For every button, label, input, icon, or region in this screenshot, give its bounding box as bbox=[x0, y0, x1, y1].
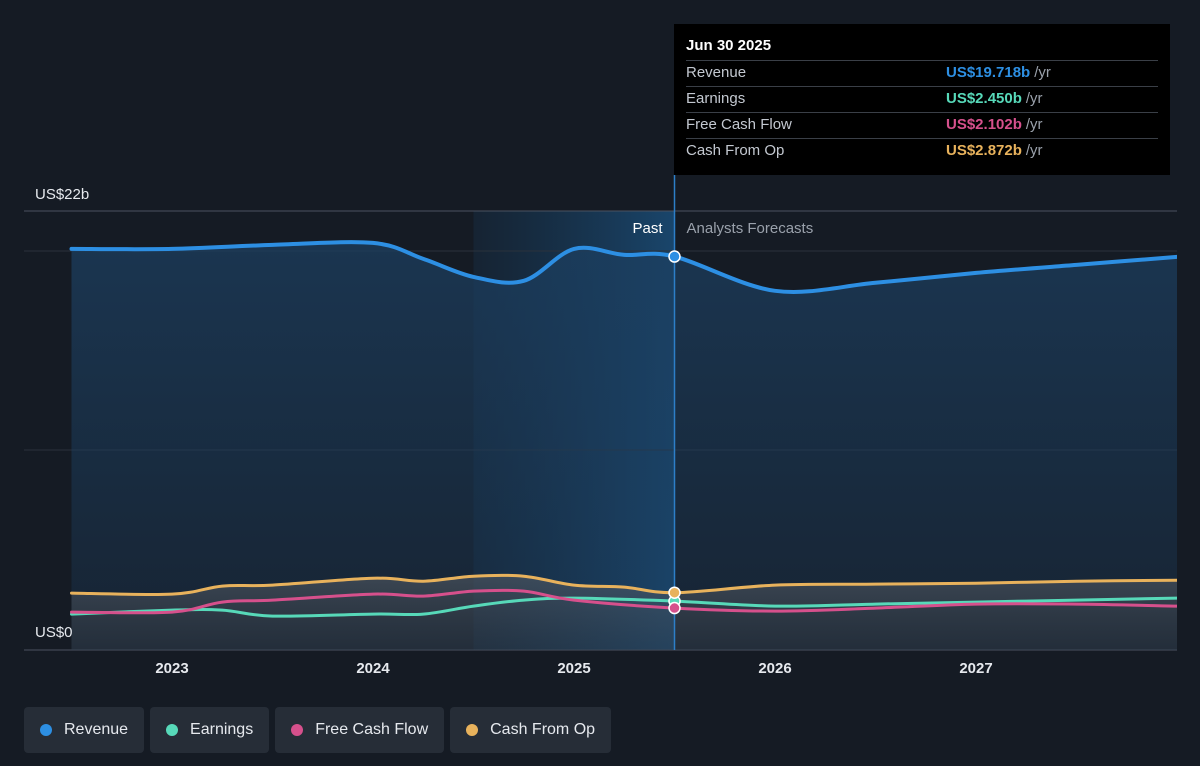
legend-label: Revenue bbox=[64, 721, 129, 738]
legend-label: Cash From Op bbox=[490, 721, 596, 738]
legend-dot-icon bbox=[40, 724, 52, 736]
revenue-area bbox=[71, 242, 1177, 650]
x-tick-label: 2026 bbox=[758, 660, 791, 677]
tooltip-value: US$2.450b bbox=[946, 90, 1022, 107]
tooltip-value: US$2.102b bbox=[946, 116, 1022, 133]
tooltip-value: US$19.718b bbox=[946, 64, 1031, 81]
legend-dot-icon bbox=[291, 724, 304, 736]
tooltip-label: Cash From Op bbox=[686, 142, 785, 159]
past-label: Past bbox=[632, 220, 663, 237]
tooltip-label: Free Cash Flow bbox=[686, 116, 792, 133]
cash-from-op-line bbox=[70, 573, 1177, 596]
y-axis-bottom-label: US$0 bbox=[35, 624, 73, 641]
legend-label: Free Cash Flow bbox=[315, 721, 429, 738]
tooltip-row-earnings: Earnings US$2.450b /yr bbox=[686, 86, 1158, 112]
x-tick-label: 2024 bbox=[356, 660, 390, 677]
tooltip-unit: /yr bbox=[1034, 64, 1051, 81]
tooltip-row-revenue: Revenue US$19.718b /yr bbox=[686, 60, 1158, 86]
revenue-marker bbox=[668, 250, 681, 263]
tooltip-value: US$2.872b bbox=[946, 142, 1022, 159]
legend-item-free-cash-flow[interactable]: Free Cash Flow bbox=[275, 707, 445, 753]
x-tick-label: 2027 bbox=[959, 660, 992, 677]
earnings-line bbox=[70, 596, 1177, 618]
x-tick-label: 2023 bbox=[155, 660, 188, 677]
tooltip-label: Revenue bbox=[686, 64, 747, 81]
legend-item-revenue[interactable]: Revenue bbox=[24, 707, 145, 753]
tooltip-unit: /yr bbox=[1025, 116, 1043, 133]
cash-from-op-marker bbox=[668, 586, 681, 599]
free-cash-flow-marker bbox=[668, 601, 681, 615]
legend-label: Earnings bbox=[190, 721, 254, 738]
legend-item-earnings[interactable]: Earnings bbox=[150, 707, 270, 753]
tooltip-row-cash-from-op: Cash From Op US$2.872b /yr bbox=[686, 138, 1158, 164]
tooltip-unit: /yr bbox=[1025, 90, 1043, 107]
tooltip-label: Earnings bbox=[686, 90, 746, 107]
legend: Revenue Earnings Free Cash Flow Cash Fro… bbox=[24, 707, 612, 753]
tooltip-unit: /yr bbox=[1025, 142, 1043, 159]
tooltip-row-free-cash-flow: Free Cash Flow US$2.102b /yr bbox=[686, 112, 1158, 138]
tooltip: Jun 30 2025 Revenue US$19.718b /yr Earni… bbox=[674, 24, 1170, 175]
revenue-line bbox=[69, 240, 1177, 294]
free-cash-flow-line bbox=[70, 588, 1177, 615]
tooltip-date: Jun 30 2025 bbox=[686, 37, 772, 54]
financials-chart: US$22b US$0 Past Analysts Forecasts 2023… bbox=[24, 175, 1177, 677]
y-axis-top-label: US$22b bbox=[35, 186, 89, 203]
legend-dot-icon bbox=[166, 724, 179, 736]
x-tick-label: 2025 bbox=[557, 660, 590, 677]
forecast-label: Analysts Forecasts bbox=[687, 220, 814, 237]
legend-dot-icon bbox=[466, 724, 479, 736]
legend-item-cash-from-op[interactable]: Cash From Op bbox=[450, 707, 612, 753]
